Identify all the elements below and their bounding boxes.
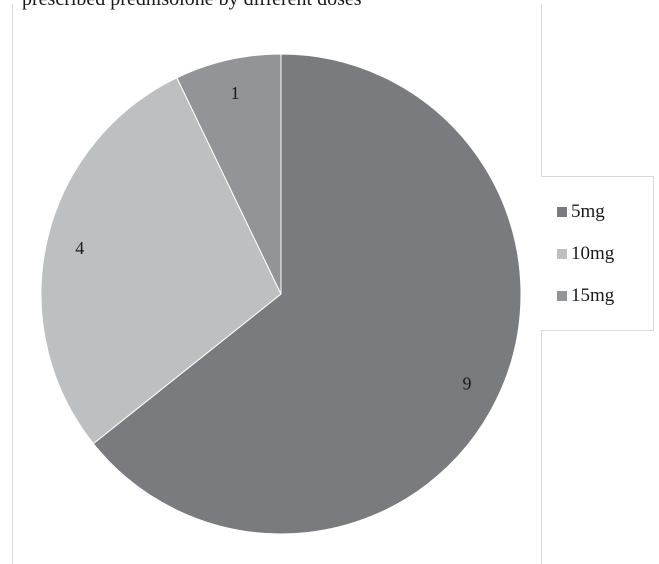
legend-swatch <box>557 249 567 259</box>
pie-slice-10mg <box>40 77 282 445</box>
chart-caption: prescribed prednisolone by different dos… <box>22 0 362 11</box>
pie-value-label-10mg: 4 <box>75 238 84 258</box>
legend-swatch <box>557 291 567 301</box>
legend-item-15mg: 15mg <box>557 285 614 307</box>
pie-value-label-5mg: 9 <box>462 374 471 394</box>
legend-swatch <box>557 207 567 217</box>
pie-slice-15mg <box>176 53 282 295</box>
legend-label: 5mg <box>571 201 605 222</box>
pie-slice-5mg <box>92 53 522 535</box>
legend-item-10mg: 10mg <box>557 243 614 265</box>
legend-item-5mg: 5mg <box>557 201 605 223</box>
legend-label: 10mg <box>571 243 615 264</box>
legend-label: 15mg <box>571 285 615 306</box>
pie-value-label-15mg: 1 <box>231 83 240 103</box>
legend: 5mg 10mg 15mg <box>541 176 654 331</box>
